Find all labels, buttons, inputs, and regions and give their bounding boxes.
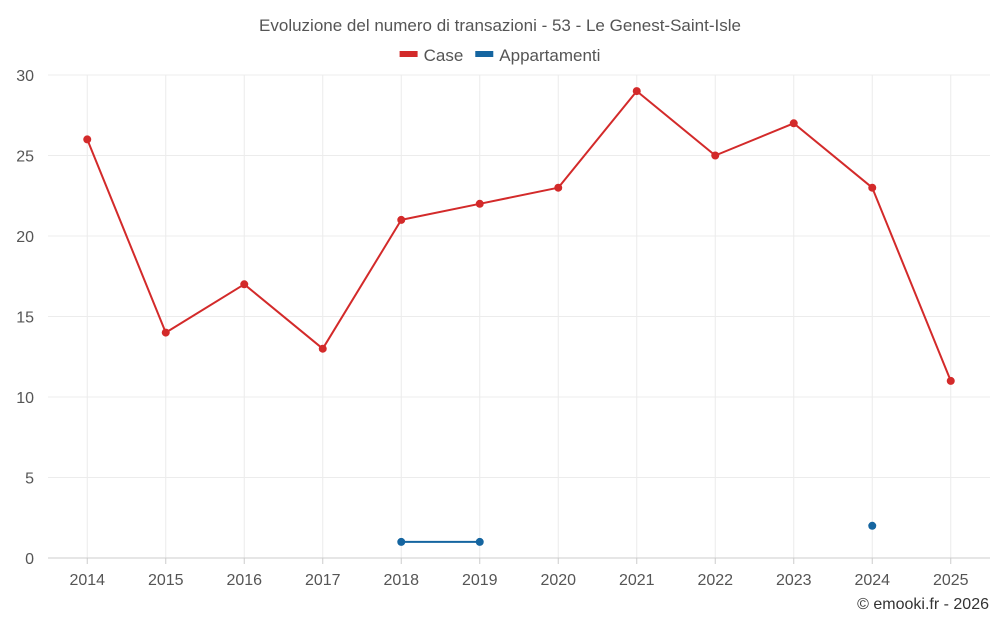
data-point-case (711, 151, 720, 160)
data-point-case (397, 215, 406, 224)
x-tick-label: 2021 (619, 572, 655, 589)
x-tick-label: 2025 (933, 572, 969, 589)
x-tick-label: 2014 (69, 572, 105, 589)
series-case (83, 87, 955, 385)
legend-label-appartamenti: Appartamenti (499, 46, 600, 65)
grid (48, 74, 990, 558)
y-tick-label: 25 (16, 149, 34, 166)
x-tick-label: 2015 (148, 572, 184, 589)
x-tick-label: 2016 (226, 572, 262, 589)
legend-swatch-appartamenti (475, 51, 494, 57)
y-tick-label: 0 (25, 551, 34, 568)
data-point-case (554, 183, 563, 192)
x-tick-label: 2022 (697, 572, 733, 589)
data-point-case (789, 119, 798, 128)
data-point-case (946, 376, 955, 385)
legend-label-case: Case (424, 46, 464, 65)
credit-text: © emooki.fr - 2026 (857, 596, 989, 613)
y-tick-label: 10 (16, 390, 34, 407)
x-tick-label: 2019 (462, 572, 498, 589)
data-point-appartamenti (868, 521, 877, 530)
data-point-case (161, 328, 170, 337)
data-point-appartamenti (475, 537, 484, 546)
x-tick-label: 2024 (854, 572, 890, 589)
chart-title: Evoluzione del numero di transazioni - 5… (259, 16, 741, 35)
series-line-case (86, 90, 952, 382)
data-point-case (632, 87, 641, 96)
data-point-case (475, 199, 484, 208)
x-tick-label: 2020 (540, 572, 576, 589)
data-point-case (83, 135, 92, 144)
data-point-case (240, 280, 249, 289)
y-tick-label: 20 (16, 229, 34, 246)
y-tick-label: 5 (25, 471, 34, 488)
data-point-case (318, 344, 327, 353)
data-point-case (868, 183, 877, 192)
x-tick-label: 2023 (776, 572, 812, 589)
legend-swatch-case (399, 51, 418, 57)
data-point-appartamenti (397, 537, 406, 546)
y-tick-label: 15 (16, 310, 34, 327)
series (83, 87, 955, 546)
series-appartamenti (397, 521, 877, 546)
legend: Case Appartamenti (399, 46, 600, 65)
x-tick-label: 2018 (383, 572, 419, 589)
x-tick-label: 2017 (305, 572, 341, 589)
y-tick-label: 30 (16, 68, 34, 85)
